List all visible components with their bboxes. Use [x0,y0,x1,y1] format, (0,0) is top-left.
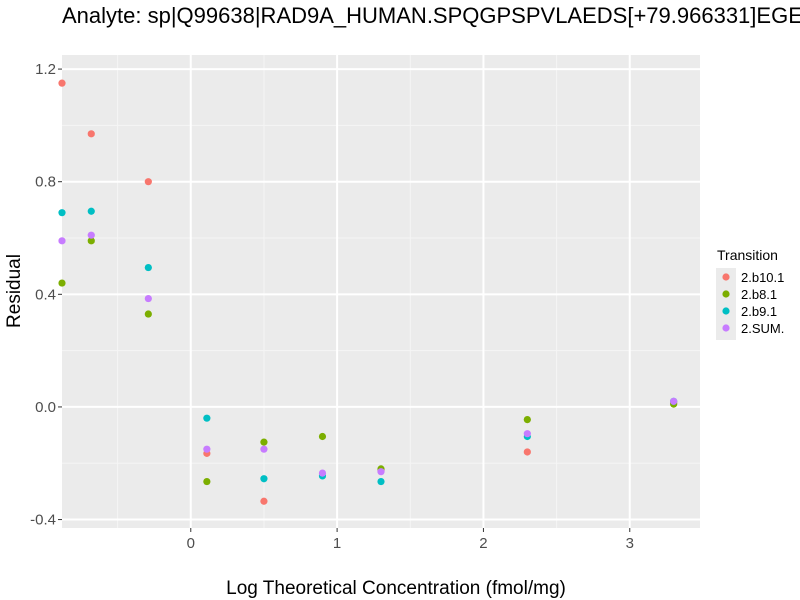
legend-label: 2.b8.1 [741,287,777,302]
data-points [58,79,678,505]
legend: Transition 2.b10.1 2.b8.1 2.b9.1 2.SUM. [716,247,784,340]
legend-key-background [716,268,736,340]
minor-gridlines [62,55,700,528]
data-point [523,416,531,424]
legend-title: Transition [717,247,778,263]
y-tick-label: 0.4 [35,286,56,303]
data-point [203,414,211,422]
data-point [260,445,268,453]
major-gridlines [62,55,700,528]
data-point [144,178,152,186]
data-point [58,279,66,287]
legend-key [722,273,730,281]
legend-key [722,307,730,315]
data-point [87,207,95,215]
x-tick-label: 0 [187,535,195,552]
data-point [144,310,152,318]
data-point [87,231,95,239]
legend-label: 2.SUM. [741,321,784,336]
data-point [377,477,385,486]
data-point [144,263,152,272]
legend-key [722,290,730,298]
x-tick-label: 1 [333,535,341,552]
data-point [260,475,268,483]
legend-key [722,324,730,332]
y-tick-label: 0.0 [35,399,56,416]
data-point [318,432,327,441]
data-point [260,497,268,505]
y-axis-title: Residual [4,254,25,328]
data-point [203,445,211,453]
legend-label: 2.b10.1 [741,270,784,285]
data-point [87,130,95,138]
plot-panel [62,55,700,528]
data-point [144,294,152,303]
data-point [318,469,327,477]
data-point [260,438,268,446]
data-point [203,477,211,486]
x-tick-label: 2 [479,535,487,552]
data-point [58,79,66,87]
data-point [377,468,385,476]
data-point [523,430,531,438]
y-tick-label: 1.2 [35,61,56,78]
legend-label: 2.b9.1 [741,304,777,319]
y-tick-label: -0.4 [30,512,56,529]
data-point [87,237,95,245]
x-axis-title: Log Theoretical Concentration (fmol/mg) [226,578,566,599]
x-tick-label: 3 [626,535,634,552]
chart-title: Analyte: sp|Q99638|RAD9A_HUMAN.SPQGPSPVL… [62,3,800,28]
y-tick-label: 0.8 [35,174,56,191]
data-point [523,448,531,456]
data-point [58,209,66,217]
x-axis-ticks: 0 1 2 3 [187,528,634,552]
data-point [670,397,678,405]
data-point [58,237,66,245]
y-axis-ticks: -0.4 0.0 0.4 0.8 1.2 [30,61,62,529]
